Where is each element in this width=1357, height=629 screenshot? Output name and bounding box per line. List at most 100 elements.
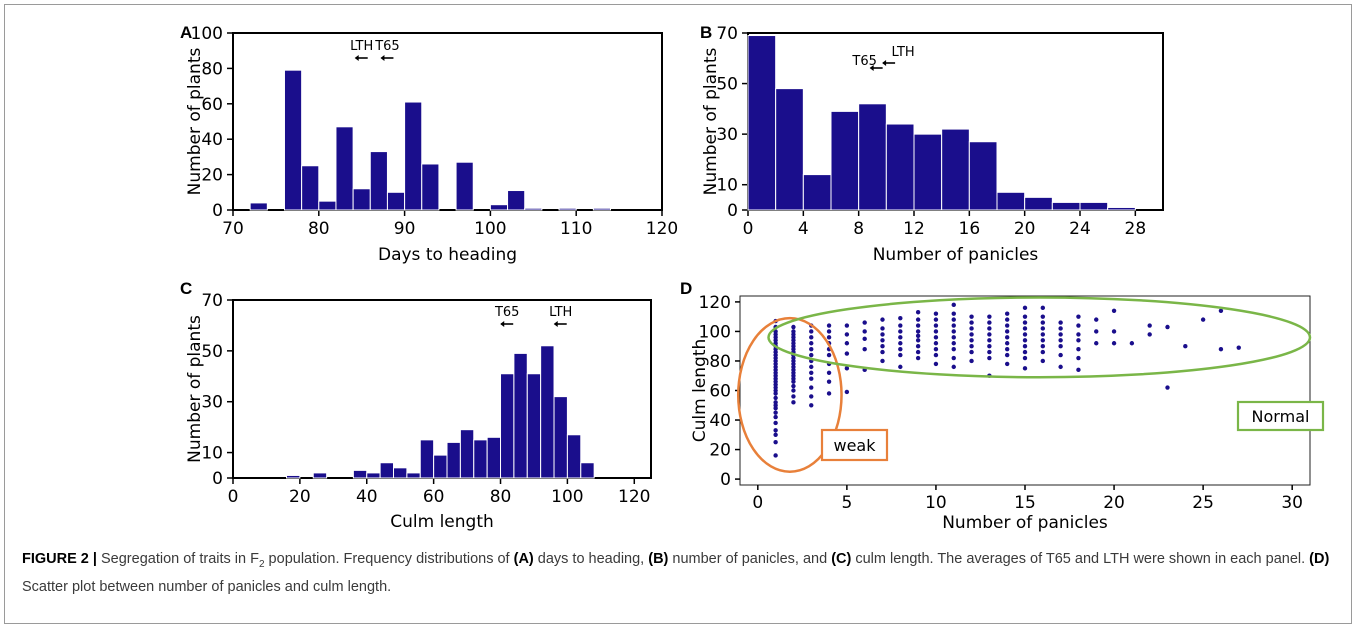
x-tick-label: 80 <box>490 487 512 507</box>
scatter-point <box>773 439 778 445</box>
scatter-point <box>1076 314 1081 319</box>
x-tick-label: 90 <box>394 219 416 239</box>
scatter-point <box>933 317 939 322</box>
scatter-point <box>826 370 832 375</box>
scatter-point <box>1040 305 1046 311</box>
scatter-point <box>809 352 814 358</box>
callout-box-normal <box>1236 400 1325 432</box>
histogram-bar <box>885 123 915 211</box>
scatter-point <box>915 344 921 349</box>
scatter-point <box>1129 341 1135 346</box>
scatter-point <box>915 329 921 334</box>
histogram-bar <box>459 429 475 479</box>
y-tick-label: 50 <box>201 342 223 362</box>
scatter-point <box>987 344 992 349</box>
scatter-point <box>1200 317 1206 322</box>
x-tick-label: 10 <box>925 493 947 513</box>
y-axis-label: Number of plants <box>185 48 205 196</box>
y-axis-label: Number of plants <box>701 48 721 196</box>
histogram-bar <box>419 439 435 479</box>
scatter-point <box>915 310 921 315</box>
y-axis-label: Culm length <box>690 339 710 443</box>
x-tick-label: 25 <box>1192 493 1214 513</box>
histogram-bar <box>802 174 832 211</box>
scatter-point <box>898 364 903 370</box>
scatter-point <box>826 335 832 340</box>
scatter-point <box>951 335 956 340</box>
scatter-point <box>880 332 885 337</box>
y-tick-label: 20 <box>201 166 223 186</box>
y-tick-label: 120 <box>699 293 731 313</box>
scatter-point <box>951 311 956 316</box>
panel-letter-c: C <box>180 279 192 298</box>
scatter-point <box>987 314 992 319</box>
x-tick-label: 110 <box>560 219 592 239</box>
scatter-point <box>791 400 796 405</box>
scatter-point <box>898 335 903 340</box>
histogram-bar <box>968 141 998 211</box>
plot-frame <box>232 32 663 211</box>
scatter-point <box>969 326 974 331</box>
scatter-point <box>951 341 956 346</box>
histogram-bar <box>386 191 406 211</box>
histogram-bar <box>379 462 395 479</box>
x-tick-label: 30 <box>1281 493 1303 513</box>
x-axis-label: Number of panicles <box>873 245 1039 265</box>
scatter-point <box>969 332 974 337</box>
scatter-point <box>933 361 939 367</box>
scatter-point <box>1004 335 1010 340</box>
scatter-point <box>809 385 814 390</box>
callout-label-normal: Normal <box>1252 407 1310 426</box>
histogram-bar <box>406 472 421 479</box>
histogram-bar <box>830 110 860 211</box>
histogram-bar <box>352 188 371 211</box>
average-marker-arrowhead <box>882 60 887 66</box>
scatter-point <box>933 352 939 358</box>
scatter-point <box>1058 364 1063 370</box>
x-axis-label: Number of panicles <box>942 513 1108 533</box>
histogram-bar <box>1107 206 1136 211</box>
scatter-point <box>791 324 796 330</box>
average-marker-arrowhead <box>553 321 558 327</box>
histogram-bar <box>489 204 509 211</box>
average-label-t65: T65 <box>494 305 519 320</box>
scatter-point <box>773 410 778 415</box>
plot-frame <box>232 299 652 479</box>
x-tick-label: 12 <box>903 219 925 239</box>
scatter-point <box>1004 341 1010 346</box>
scatter-point <box>826 379 832 384</box>
histogram-bar <box>526 373 542 479</box>
scatter-point <box>915 355 921 361</box>
scatter-point <box>1058 320 1063 325</box>
panel-letter-a: A <box>180 23 192 42</box>
y-tick-label: 80 <box>201 59 223 79</box>
y-tick-label: 80 <box>709 352 731 372</box>
scatter-point <box>791 329 796 334</box>
scatter-point <box>773 400 778 405</box>
histogram-bar <box>249 202 268 211</box>
scatter-point <box>1094 317 1099 322</box>
x-tick-label: 60 <box>423 487 445 507</box>
histogram-bar <box>286 474 301 479</box>
caption-segment: days to heading, <box>533 551 649 567</box>
x-tick-label: 4 <box>798 219 809 239</box>
average-label-lth: LTH <box>350 39 373 54</box>
callout-ellipse-weak <box>736 316 843 473</box>
scatter-point <box>880 344 885 349</box>
y-tick-label: 10 <box>716 176 738 196</box>
scatter-point <box>791 394 796 399</box>
histogram-bar <box>1051 201 1081 211</box>
histogram-bar <box>524 207 543 211</box>
scatter-point <box>844 341 850 346</box>
scatter-point <box>1058 352 1063 358</box>
scatter-point <box>773 395 778 401</box>
scatter-point <box>791 383 796 389</box>
scatter-point <box>809 394 814 399</box>
scatter-point <box>1076 355 1081 361</box>
x-tick-label: 0 <box>743 219 754 239</box>
x-tick-label: 0 <box>228 487 239 507</box>
scatter-point <box>1076 367 1081 373</box>
scatter-point <box>1004 317 1010 322</box>
y-tick-label: 40 <box>709 411 731 431</box>
